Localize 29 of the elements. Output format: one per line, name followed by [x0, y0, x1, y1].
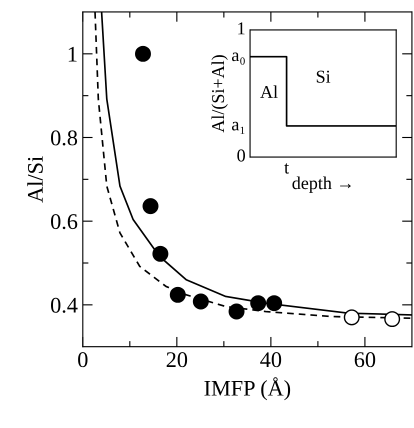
- point: [344, 309, 360, 326]
- y-tick-label: 0.8: [51, 130, 78, 146]
- point: [384, 311, 400, 328]
- annotation: 0: [237, 149, 245, 162]
- annotation: 1: [238, 22, 245, 34]
- point: [135, 46, 151, 62]
- y-tick-label: 0.4: [51, 298, 78, 313]
- point: [170, 286, 186, 303]
- x-tick-label: 60: [354, 352, 376, 368]
- text: Al/(Si+Al): [211, 55, 228, 133]
- annotation: a₁: [232, 122, 244, 134]
- annotation: Al: [260, 85, 278, 98]
- point: [192, 294, 209, 310]
- point: [228, 304, 245, 320]
- point: [250, 295, 266, 312]
- y-tick-label: 1: [68, 46, 77, 62]
- x-axis-title: IMFP (Å): [204, 377, 290, 400]
- point: [152, 246, 168, 262]
- y-axis-title: Al/Si: [27, 156, 43, 203]
- x-tick-label: 20: [166, 352, 188, 368]
- x-tick-label: 0: [78, 352, 88, 368]
- text: depth →: [292, 176, 351, 193]
- x-tick-label: 40: [260, 352, 282, 368]
- annotation: Si: [316, 70, 330, 83]
- point: [266, 295, 282, 312]
- annotation: t: [284, 163, 289, 174]
- annotation: a₀: [232, 52, 245, 65]
- y-tick-label: 0.6: [51, 214, 78, 230]
- point: [142, 198, 158, 214]
